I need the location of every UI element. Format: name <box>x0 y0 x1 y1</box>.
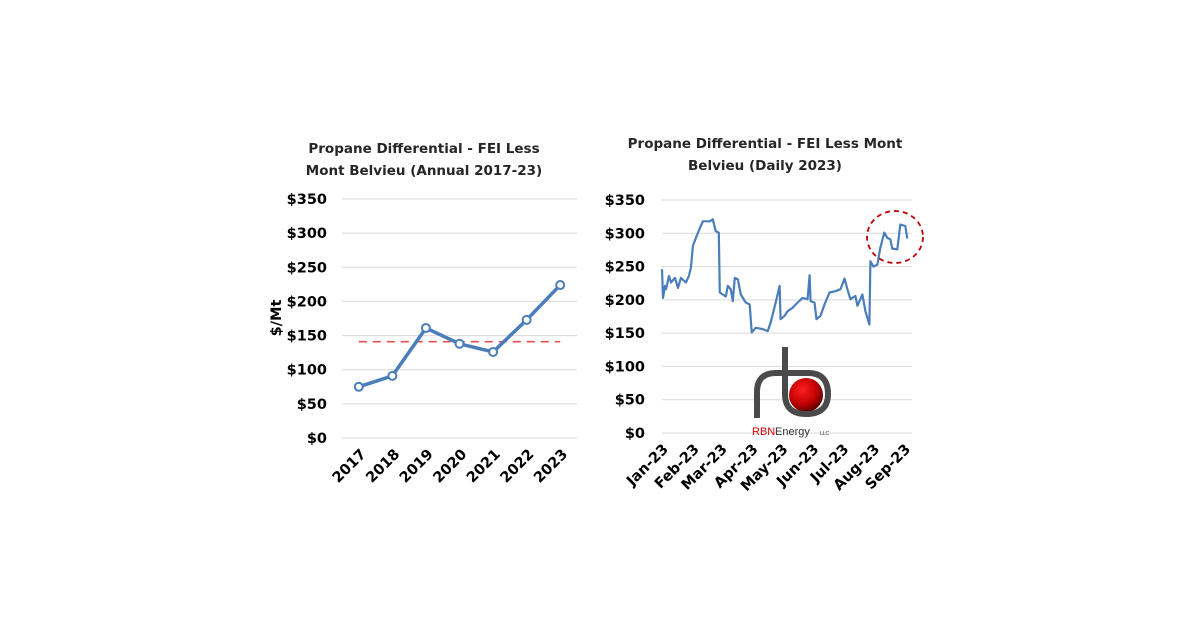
x-tick-label: 2022 <box>498 447 538 487</box>
x-tick-label: 2019 <box>397 447 437 487</box>
annual-chart: Propane Differential - FEI Less Mont Bel… <box>269 141 577 486</box>
y-tick-label: $50 <box>297 397 327 413</box>
data-point <box>555 280 566 291</box>
y-tick-label: $250 <box>287 260 327 276</box>
daily-chart: Propane Differential - FEI Less Mont Bel… <box>605 136 924 495</box>
data-point <box>387 370 398 381</box>
y-tick-label: $200 <box>287 294 327 310</box>
y-tick-label: $100 <box>287 363 327 379</box>
y-tick-label: $150 <box>605 326 645 342</box>
daily-series-line <box>660 218 909 334</box>
data-point <box>488 346 499 357</box>
right-chart-title-line-2: Belvieu (Daily 2023) <box>688 158 842 174</box>
y-tick-label: $300 <box>605 226 645 242</box>
y-tick-label: $350 <box>287 192 327 208</box>
y-tick-label: $50 <box>615 393 645 409</box>
x-tick-label: 2018 <box>363 447 403 487</box>
data-point <box>454 338 465 349</box>
data-point <box>420 323 431 334</box>
x-tick-label: 2021 <box>464 447 504 487</box>
data-point <box>353 381 364 392</box>
logo-ball-icon <box>789 378 823 412</box>
right-chart-title-line-1: Propane Differential - FEI Less Mont <box>628 136 903 152</box>
highlight-ellipse <box>866 210 924 264</box>
y-tick-label: $350 <box>605 193 645 209</box>
data-point <box>521 314 532 325</box>
rbn-energy-logo: RBN Energy LLC <box>752 347 832 438</box>
left-chart-title-line-2: Mont Belvieu (Annual 2017-23) <box>306 163 542 179</box>
y-tick-label: $200 <box>605 293 645 309</box>
logo-pipe-icon <box>754 347 832 418</box>
left-chart-title-line-1: Propane Differential - FEI Less <box>308 141 539 157</box>
logo-llc-text: LLC <box>820 431 830 437</box>
logo-energy-text: Energy <box>775 426 810 438</box>
y-tick-label: $100 <box>605 359 645 375</box>
x-tick-label: 2017 <box>330 447 370 487</box>
logo-rbn-text: RBN <box>752 426 775 438</box>
left-y-axis-label: $/Mt <box>269 300 285 337</box>
x-tick-label: 2023 <box>531 447 571 487</box>
y-tick-label: $0 <box>625 426 645 442</box>
y-tick-label: $150 <box>287 329 327 345</box>
y-tick-label: $250 <box>605 260 645 276</box>
y-tick-label: $300 <box>287 226 327 242</box>
x-tick-label: 2020 <box>430 447 470 487</box>
y-tick-label: $0 <box>307 431 327 447</box>
